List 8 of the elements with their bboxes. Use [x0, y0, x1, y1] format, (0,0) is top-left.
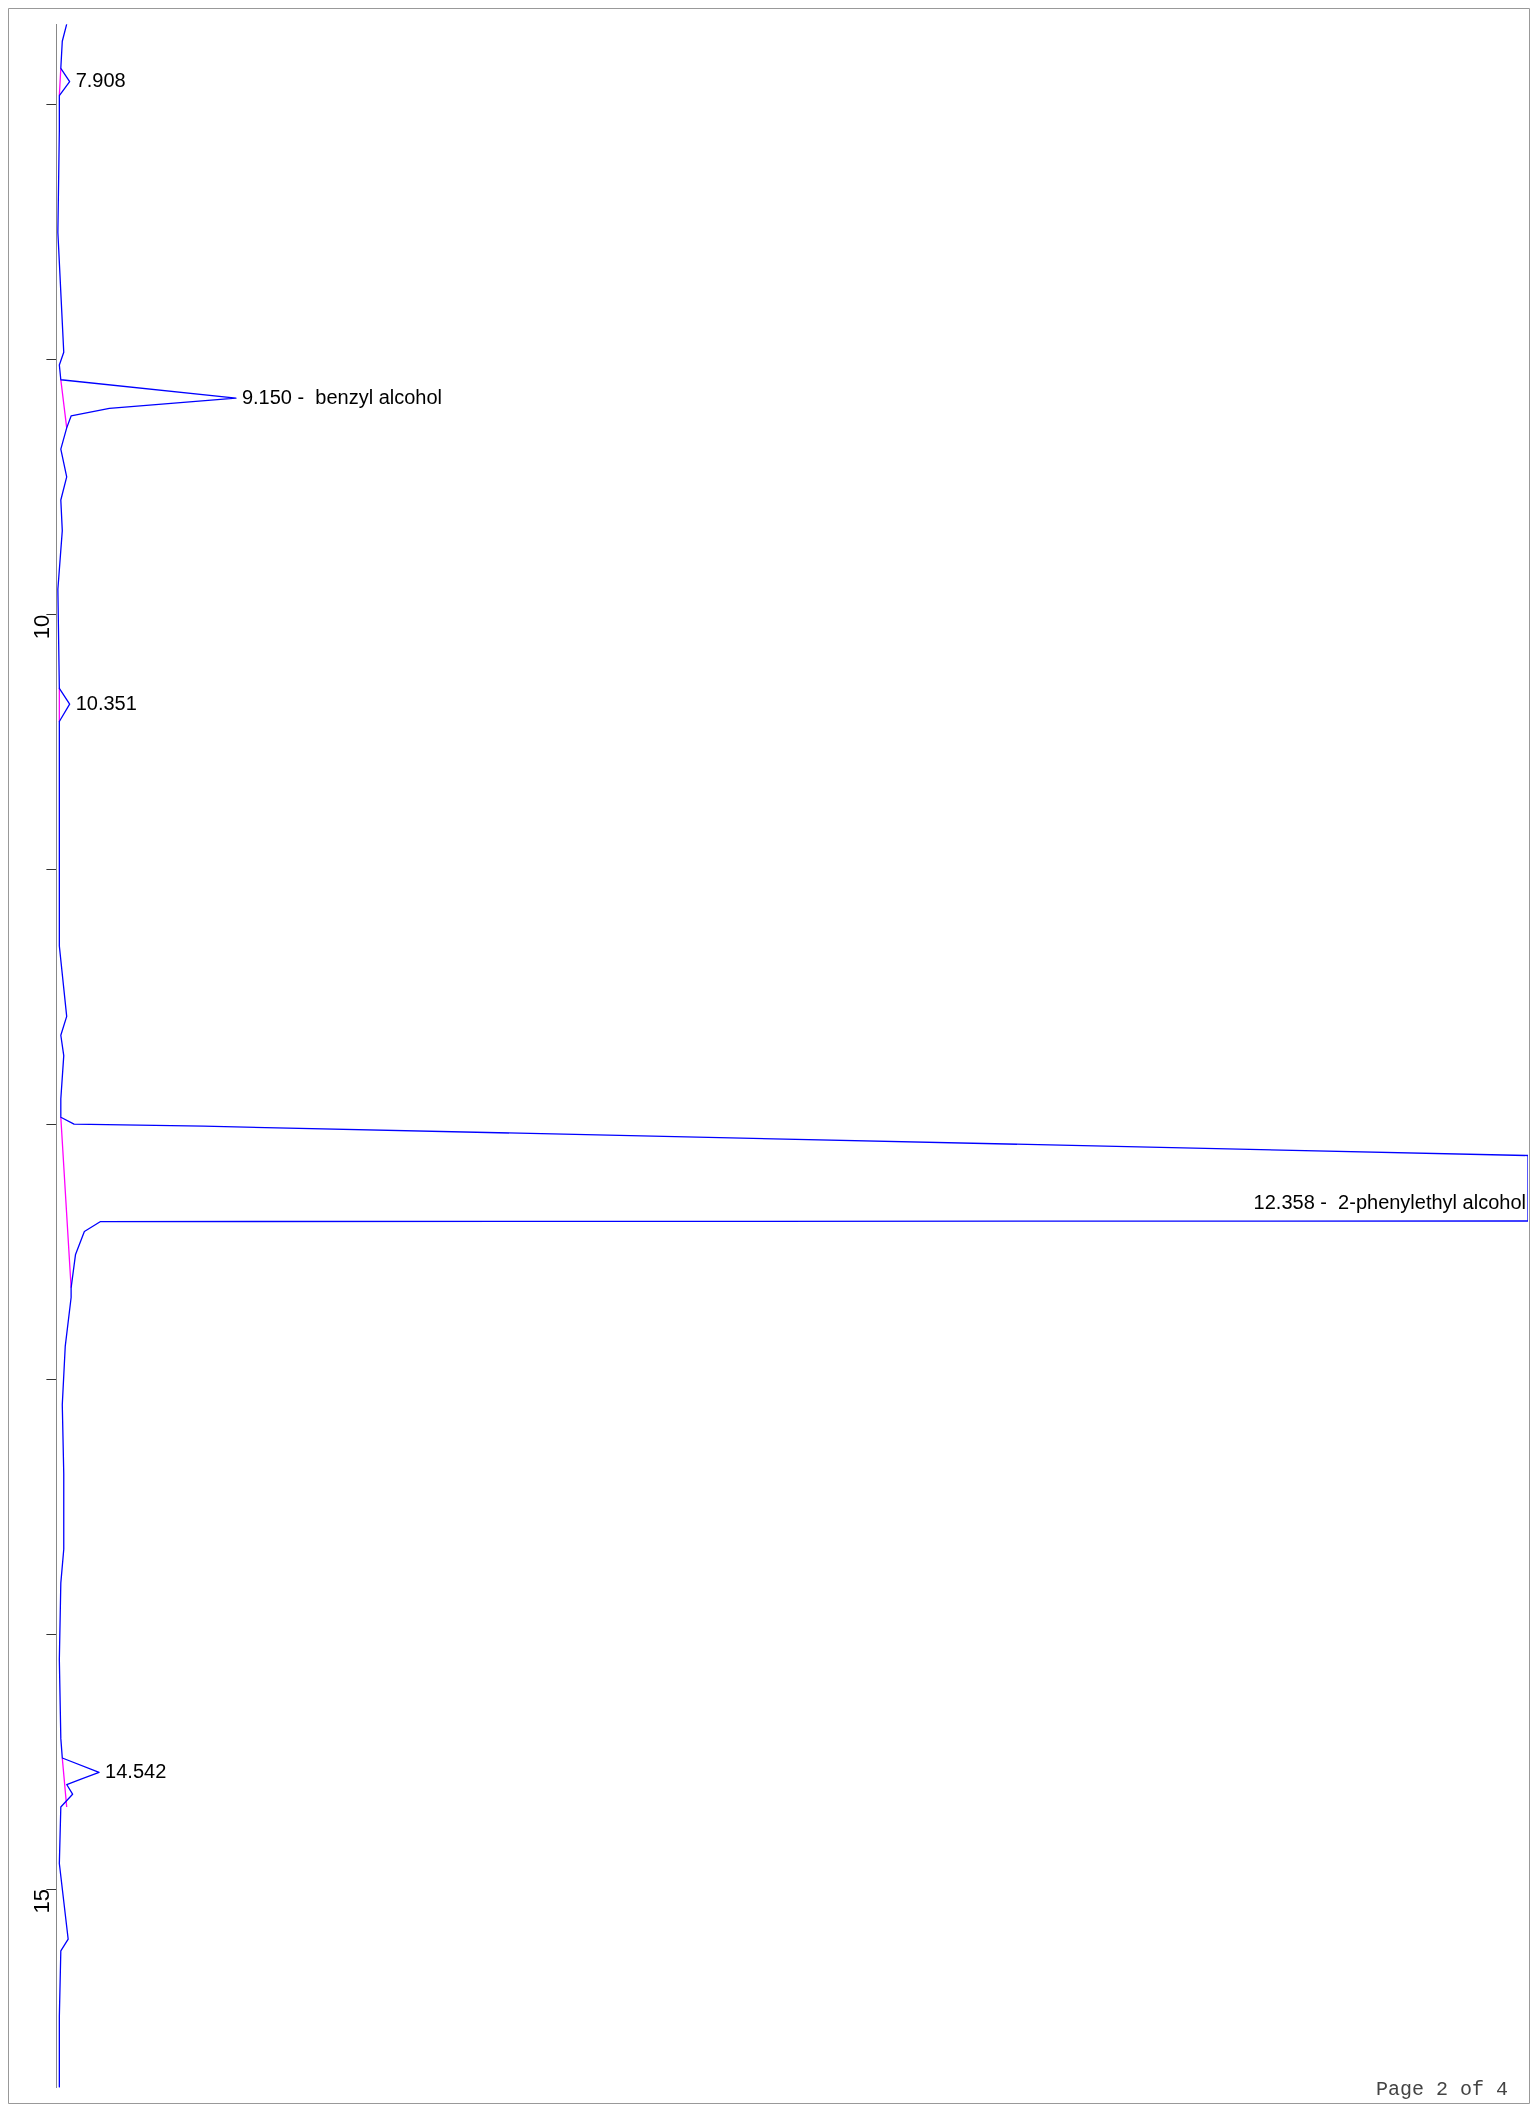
annotation: 7.908 [75, 69, 126, 92]
annotation: 14.542 [105, 1759, 167, 1782]
annotation: 12.358 - 2-phenylethyl alcohol [1253, 1191, 1526, 1214]
annotation: 10.351 [75, 691, 137, 714]
y-tick-label: 10 [29, 614, 55, 640]
y-tick-label: 15 [29, 1889, 55, 1914]
annotation: Page 2 of 4 [1375, 2078, 1508, 2102]
annotation: 9.150 - benzyl alcohol [241, 385, 443, 408]
